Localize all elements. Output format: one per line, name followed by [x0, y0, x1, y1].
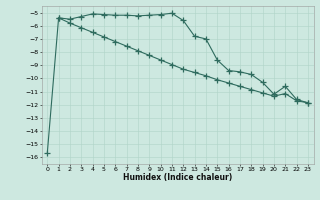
X-axis label: Humidex (Indice chaleur): Humidex (Indice chaleur) — [123, 173, 232, 182]
